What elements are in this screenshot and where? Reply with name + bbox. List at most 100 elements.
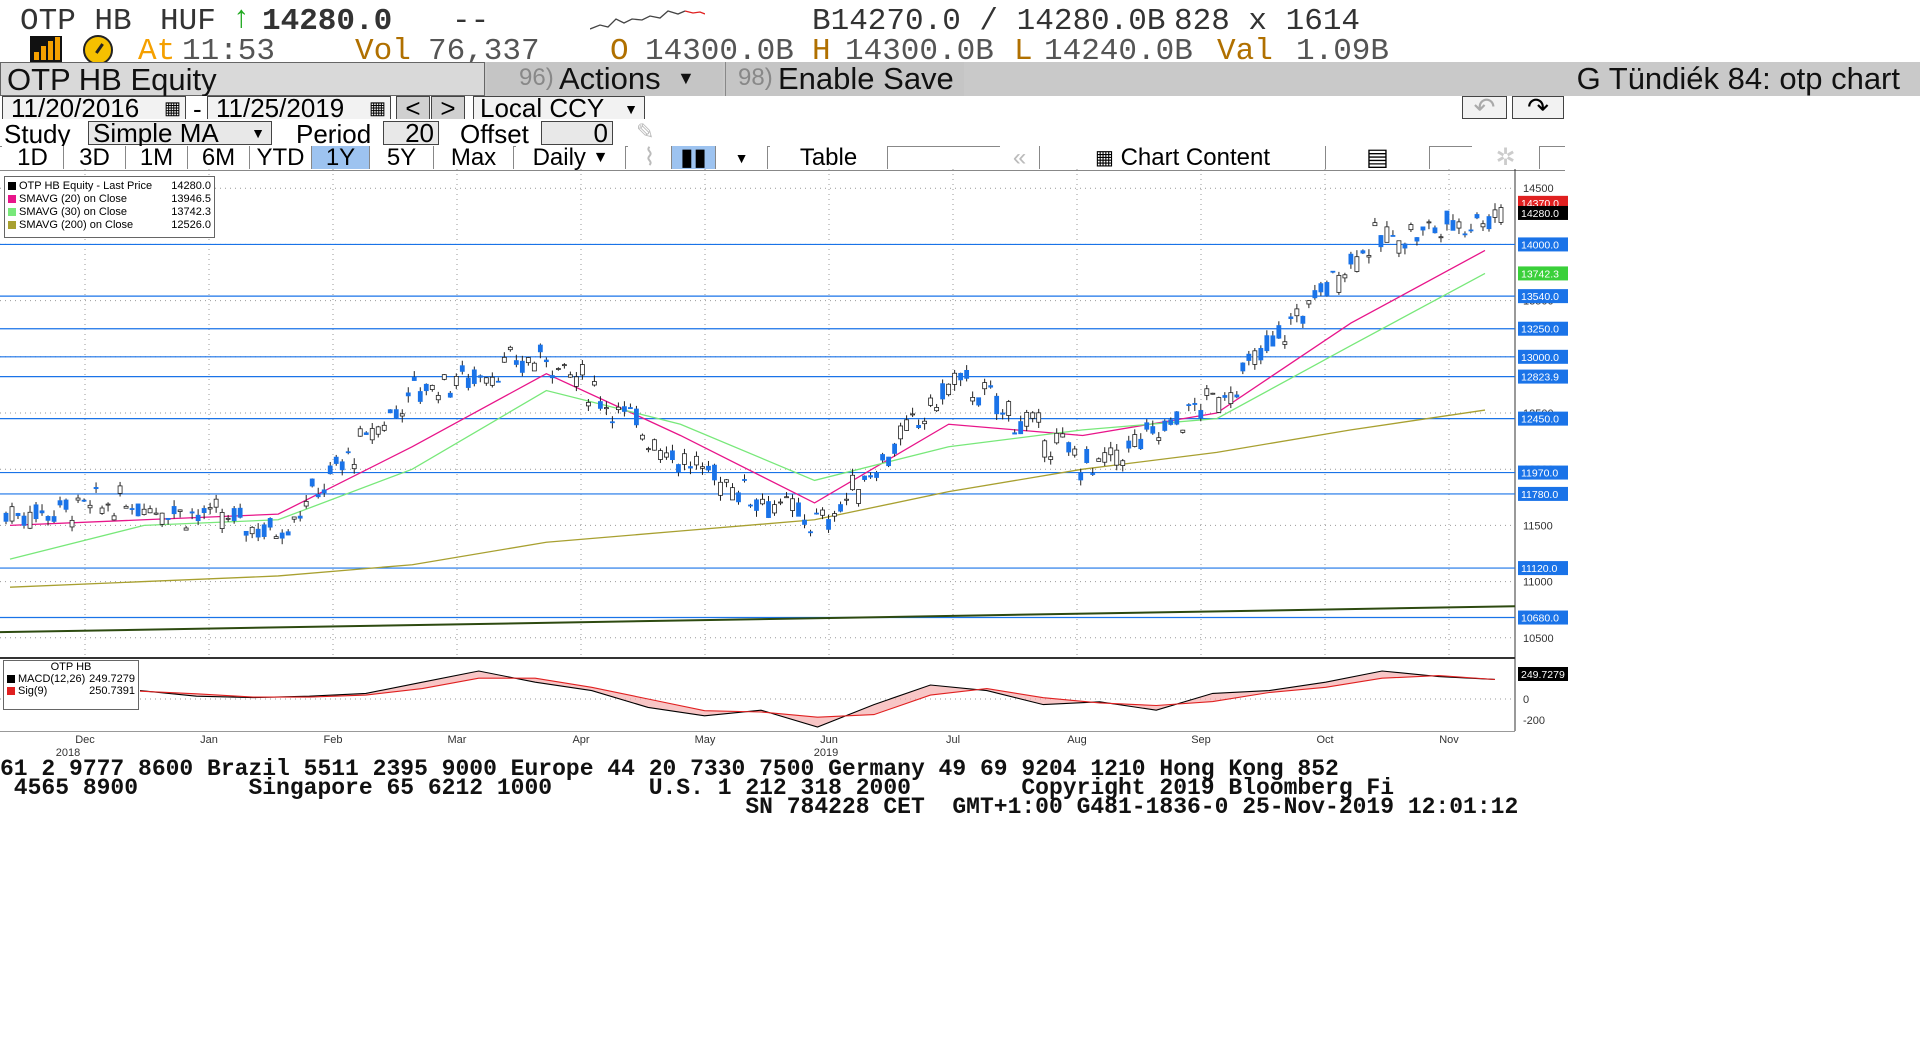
candle-body — [1348, 253, 1354, 265]
candle-body — [844, 498, 849, 501]
bar-chart-icon[interactable] — [30, 36, 62, 62]
sma-line — [9, 272, 1486, 560]
candle-body — [658, 450, 663, 460]
calendar-icon[interactable]: ▦ — [163, 98, 181, 118]
candle-body — [1396, 240, 1402, 254]
chart-type-dropdown[interactable]: ▼ — [716, 146, 768, 169]
macd-chart[interactable]: 249.7279 0 -200 — [0, 657, 1568, 731]
candle-body — [255, 528, 261, 538]
candle-body — [1102, 452, 1108, 463]
x-tick-label: Jan — [200, 734, 218, 746]
candle-body — [333, 456, 339, 464]
period-button-1y[interactable]: 1Y — [312, 144, 370, 171]
period-button-5y[interactable]: 5Y — [370, 144, 434, 171]
price-tag — [1518, 369, 1568, 384]
candle-body — [1120, 460, 1126, 466]
candle-body — [357, 428, 363, 437]
candle-body — [207, 507, 213, 510]
actions-menu[interactable]: 96) Actions ▼ — [487, 61, 723, 96]
offset-input[interactable]: 0 — [541, 118, 613, 148]
speedometer-icon[interactable] — [83, 35, 113, 65]
candle-body — [519, 360, 525, 373]
legend-swatch — [8, 220, 16, 229]
candle-body — [441, 374, 447, 380]
chart-content-button[interactable]: ▦ Chart Content — [1040, 144, 1326, 171]
candle-body — [856, 489, 861, 504]
candle-body — [868, 475, 873, 478]
period-button-1d[interactable]: 1D — [2, 144, 64, 171]
table-button[interactable]: Table — [770, 144, 888, 171]
candle-body — [297, 515, 303, 519]
candle-body — [1408, 224, 1414, 231]
end-date-field[interactable]: 11/25/2019 ▦ — [207, 93, 391, 123]
currency-select[interactable]: Local CCY ▼ — [473, 93, 645, 123]
macd-swatch — [7, 675, 15, 683]
frequency-select[interactable]: Daily ▼ — [516, 144, 626, 171]
security-box[interactable]: OTP HB Equity — [0, 62, 485, 97]
study-label: Study — [4, 119, 71, 149]
candle-body — [153, 512, 159, 515]
start-date-field[interactable]: 11/20/2016 ▦ — [2, 93, 186, 123]
candle-body — [495, 380, 501, 383]
candle-body — [1390, 235, 1396, 237]
candle-body — [405, 392, 411, 397]
candle-chart-icon[interactable]: ▮▮ — [672, 144, 716, 171]
candle-body — [1000, 412, 1006, 415]
period-input[interactable]: 20 — [383, 118, 439, 148]
candle-body — [579, 364, 585, 376]
candle-body — [567, 374, 573, 378]
x-tick-label: Jun — [820, 734, 838, 746]
candle-body — [1324, 282, 1330, 296]
period-button-ytd[interactable]: YTD — [250, 144, 312, 171]
price-tag — [1518, 289, 1568, 304]
candle-body — [477, 375, 483, 378]
candle-body — [21, 515, 27, 526]
candle-body — [141, 508, 147, 515]
candle-body — [1462, 233, 1468, 236]
line-chart-icon[interactable]: ⌇ — [628, 144, 672, 171]
next-period-button[interactable]: > — [431, 93, 465, 123]
candle-body — [165, 517, 171, 520]
pencil-icon[interactable]: ✎ — [636, 119, 655, 144]
gear-icon[interactable]: ✲ — [1472, 144, 1540, 171]
candle-body — [1306, 300, 1312, 305]
period-button-max[interactable]: Max — [434, 144, 514, 171]
legend-swatch — [8, 181, 16, 190]
macd-label: MACD(12,26) — [18, 673, 86, 685]
calendar-icon[interactable]: ▦ — [368, 98, 386, 118]
legend-value: 12526.0 — [171, 218, 211, 231]
study-select[interactable]: Simple MA ▼ — [88, 118, 272, 148]
candle-body — [1132, 434, 1138, 447]
period-button-3d[interactable]: 3D — [64, 144, 126, 171]
prev-period-button[interactable]: < — [396, 93, 430, 123]
undo-button[interactable]: ↶ — [1462, 92, 1507, 122]
candle-body — [27, 511, 33, 529]
macd-value: 249.7279 — [89, 673, 135, 685]
candle-body — [1270, 335, 1276, 347]
redo-button[interactable]: ↷ — [1512, 92, 1564, 122]
enable-save-button[interactable]: 98) Enable Save — [725, 61, 964, 96]
candle-body — [1480, 223, 1486, 228]
period-button-1m[interactable]: 1M — [126, 144, 188, 171]
candle-body — [664, 452, 669, 458]
price-tag-label: 12450.0 — [1521, 414, 1559, 426]
candle-body — [898, 425, 903, 440]
collapse-icon[interactable]: « — [1000, 144, 1040, 171]
candle-body — [886, 456, 891, 467]
candle-body — [754, 499, 759, 511]
candle-body — [225, 517, 231, 520]
candle-body — [676, 464, 681, 473]
candle-body — [616, 406, 621, 411]
candle-body — [1012, 432, 1018, 435]
annotation-icon[interactable]: ▤ — [1326, 144, 1430, 171]
candle-body — [1336, 274, 1342, 293]
candle-body — [135, 503, 141, 517]
candle-body — [1312, 290, 1318, 299]
candle-body — [1216, 397, 1222, 413]
period-button-6m[interactable]: 6M — [188, 144, 250, 171]
chart-settings-icon: ▦ — [1095, 147, 1114, 169]
price-chart[interactable]: 1450014000135001300012500120001150011000… — [0, 169, 1568, 657]
candle-body — [640, 434, 645, 440]
candle-body — [1126, 440, 1132, 449]
footer-line-3: SN 784228 CET GMT+1:00 G481-1836-0 25-No… — [0, 794, 1519, 820]
